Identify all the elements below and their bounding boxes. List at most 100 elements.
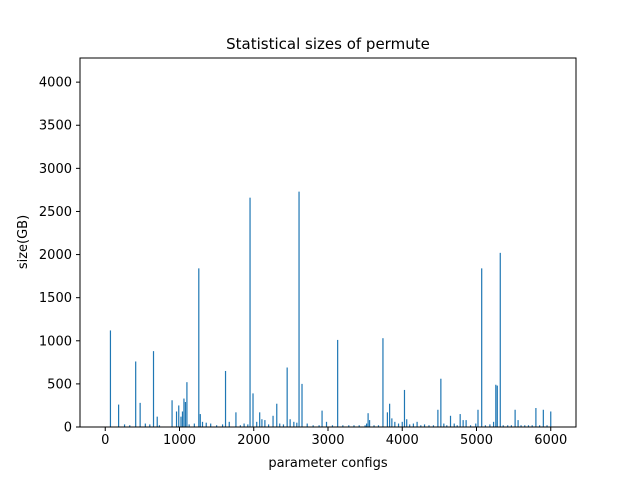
bar bbox=[368, 420, 371, 427]
bar bbox=[535, 408, 537, 427]
bar bbox=[489, 424, 491, 427]
bar bbox=[527, 425, 530, 427]
y-axis-label: size(GB) bbox=[16, 215, 31, 269]
y-axis-ticks: 0 500 1000 1500 2000 2500 3000 3500 4000 bbox=[39, 76, 80, 436]
bar bbox=[235, 412, 237, 427]
bar bbox=[199, 414, 201, 427]
bar bbox=[377, 425, 380, 427]
bar bbox=[276, 403, 278, 427]
bar bbox=[247, 424, 249, 427]
bar bbox=[342, 425, 344, 427]
bar bbox=[272, 415, 274, 427]
bar bbox=[389, 403, 391, 427]
bar bbox=[135, 361, 137, 427]
bar bbox=[152, 351, 155, 427]
bar bbox=[186, 382, 188, 427]
bar bbox=[123, 424, 126, 427]
bar bbox=[367, 413, 369, 427]
bar bbox=[158, 425, 161, 427]
y-tick-label: 500 bbox=[47, 377, 72, 392]
bar bbox=[289, 419, 291, 427]
bar bbox=[216, 425, 218, 427]
bar bbox=[205, 422, 207, 427]
bar bbox=[428, 425, 430, 427]
y-tick-label: 2000 bbox=[39, 248, 72, 263]
bar bbox=[301, 383, 303, 427]
y-tick-label: 1500 bbox=[39, 291, 72, 306]
bar bbox=[331, 425, 334, 427]
bar bbox=[201, 421, 204, 427]
bar bbox=[318, 425, 320, 427]
bar bbox=[449, 415, 452, 427]
bar bbox=[386, 412, 388, 427]
bar bbox=[249, 197, 251, 427]
bar bbox=[298, 191, 300, 427]
bar bbox=[175, 411, 178, 427]
bar bbox=[456, 425, 458, 427]
bar bbox=[437, 409, 439, 427]
bar bbox=[423, 424, 426, 427]
bar bbox=[184, 402, 187, 427]
bar bbox=[353, 425, 355, 427]
bar bbox=[261, 419, 263, 427]
bar bbox=[325, 421, 328, 427]
chart-title: Statistical sizes of permute bbox=[226, 35, 430, 53]
x-tick-label: 4000 bbox=[386, 433, 419, 448]
bar bbox=[542, 409, 544, 427]
bar bbox=[228, 421, 230, 427]
bar bbox=[337, 339, 339, 427]
bar bbox=[412, 423, 414, 427]
x-tick-label: 3000 bbox=[311, 433, 344, 448]
bar bbox=[129, 425, 131, 427]
bar bbox=[279, 423, 281, 427]
bar bbox=[531, 425, 533, 427]
bar bbox=[256, 421, 258, 427]
bar bbox=[198, 268, 200, 427]
bar bbox=[406, 419, 408, 427]
bar bbox=[462, 420, 464, 427]
x-axis-label: parameter configs bbox=[268, 456, 388, 471]
bar bbox=[171, 400, 173, 427]
bar bbox=[348, 425, 350, 427]
bar bbox=[477, 409, 479, 427]
bar bbox=[465, 420, 467, 427]
bar bbox=[149, 424, 151, 427]
bar bbox=[420, 425, 422, 427]
bar bbox=[224, 370, 227, 427]
x-tick-label: 1000 bbox=[163, 433, 196, 448]
bars-group bbox=[109, 191, 552, 427]
bar bbox=[109, 330, 112, 427]
y-tick-label: 0 bbox=[64, 421, 72, 436]
bar bbox=[193, 423, 195, 427]
bar bbox=[239, 425, 241, 427]
bar bbox=[539, 425, 541, 427]
bar bbox=[118, 404, 120, 427]
bar bbox=[156, 416, 158, 427]
bar bbox=[440, 378, 442, 427]
bar bbox=[510, 425, 512, 427]
bar bbox=[188, 424, 190, 427]
bar bbox=[268, 424, 270, 427]
y-tick-label: 3000 bbox=[39, 162, 72, 177]
bar bbox=[178, 405, 180, 427]
bar bbox=[210, 423, 212, 427]
bar bbox=[358, 425, 360, 427]
bar bbox=[366, 423, 368, 427]
y-tick-label: 2500 bbox=[39, 205, 72, 220]
bar bbox=[144, 423, 146, 427]
bar bbox=[453, 423, 455, 427]
bar bbox=[221, 424, 224, 427]
bar bbox=[286, 367, 288, 427]
y-tick-label: 1000 bbox=[39, 334, 72, 349]
bar bbox=[409, 424, 411, 427]
x-tick-label: 2000 bbox=[237, 433, 270, 448]
bar bbox=[546, 425, 548, 427]
bar bbox=[293, 421, 295, 427]
y-tick-label: 3500 bbox=[39, 119, 72, 134]
bar bbox=[432, 425, 435, 427]
bar bbox=[394, 421, 396, 427]
bar bbox=[321, 410, 323, 427]
bar bbox=[264, 420, 266, 427]
bar bbox=[397, 423, 400, 427]
